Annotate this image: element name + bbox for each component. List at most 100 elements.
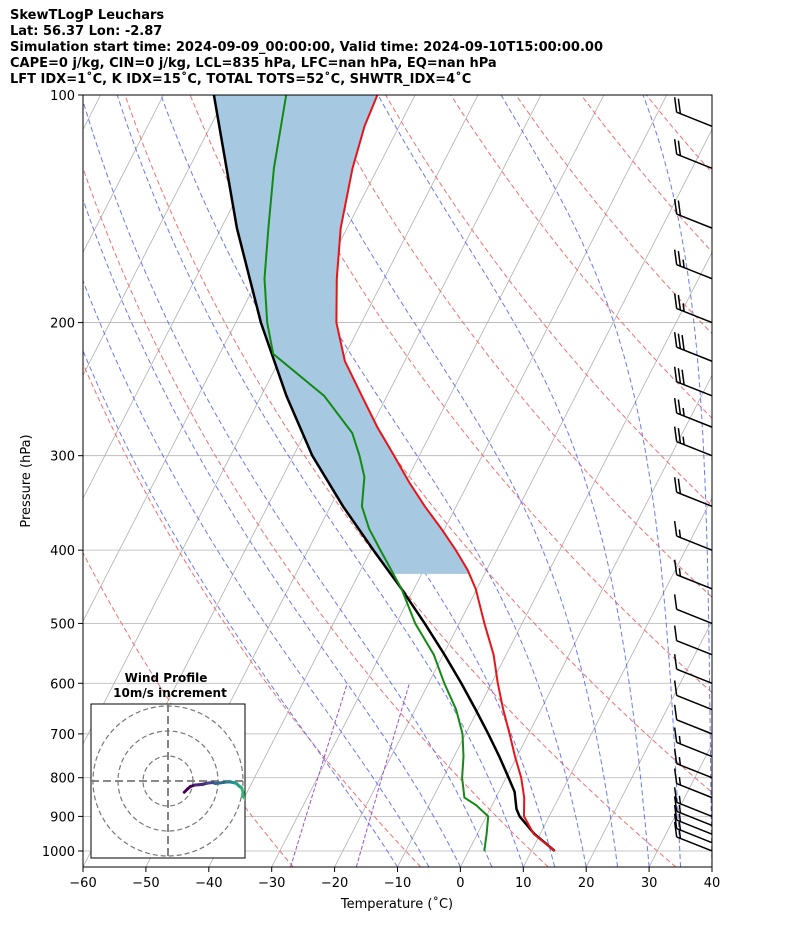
wind-barb: [673, 804, 713, 835]
wind-barb-feather: [677, 98, 682, 114]
wind-barb-feather: [673, 249, 678, 265]
wind-barb-feather: [673, 397, 678, 414]
wind-barb: [673, 332, 713, 362]
x-tick-label: 40: [704, 876, 721, 891]
y-tick-label: 200: [50, 317, 75, 332]
wind-barb-half-feather: [682, 303, 685, 312]
y-tick-label: 700: [50, 728, 75, 743]
dry-adiabat: [515, 95, 712, 335]
y-tick-label: 800: [50, 772, 75, 787]
x-tick-label: −40: [195, 876, 222, 891]
moist-adiabat: [83, 99, 493, 867]
isotherm-line: [585, 620, 712, 867]
wind-barb-shaft: [676, 694, 713, 711]
hodograph-inset: Wind Profile 10m/s increment: [90, 671, 258, 859]
chart-header: SkewTLogP Leuchars Lat: 56.37 Lon: -2.87…: [10, 8, 603, 88]
mixing-ratio-line: [355, 683, 410, 867]
wind-barb-feather: [677, 140, 682, 156]
hodograph-title: Wind Profile: [125, 671, 208, 685]
y-tick-label: 900: [50, 810, 75, 825]
wind-barb-shaft: [676, 782, 713, 799]
parcel-path-line: [212, 95, 556, 852]
y-axis-label: Pressure (hPa): [19, 434, 34, 527]
simulation-time: Simulation start time: 2024-09-09_00:00:…: [10, 40, 603, 55]
isotherm-line: [83, 95, 416, 745]
x-axis-ticks: −60 −50 −40 −30 −20 −10 0 10 20 30 40: [69, 867, 720, 891]
wind-barb-feather: [673, 727, 678, 743]
dry-adiabat: [711, 95, 712, 97]
wind-barb-feather: [677, 333, 682, 349]
isotherm-line: [83, 95, 101, 131]
wind-barb-half-feather: [678, 776, 682, 786]
wind-barb: [673, 748, 713, 779]
wind-barb: [673, 366, 713, 397]
wind-barb-shaft: [676, 346, 713, 362]
moist-adiabat: [642, 95, 712, 867]
wind-barb-shaft: [676, 381, 713, 397]
wind-barb-feather: [673, 594, 678, 610]
x-tick-label: 20: [578, 876, 595, 891]
chart-title: SkewTLogP Leuchars: [10, 8, 165, 23]
moist-adiabat: [500, 95, 681, 867]
wind-barb-half-feather: [678, 830, 682, 839]
wind-barb-feather: [673, 198, 678, 215]
wind-barb: [673, 97, 713, 127]
isotherm-line: [522, 497, 712, 867]
wind-barb: [673, 821, 713, 852]
wind-barb-half-feather: [682, 259, 685, 268]
wind-barb-shaft: [676, 668, 713, 684]
wind-barb-shaft: [676, 762, 713, 779]
wind-barb: [673, 139, 713, 169]
moist-adiabat: [116, 95, 524, 867]
dry-adiabat: [83, 166, 549, 867]
moist-adiabat: [215, 95, 587, 867]
wind-barb: [673, 559, 713, 590]
wind-barb-feather: [673, 704, 678, 720]
x-tick-label: −50: [132, 876, 159, 891]
wind-barb-feather: [677, 428, 682, 444]
dry-adiabat: [580, 95, 712, 253]
wind-barb-shaft: [676, 111, 713, 127]
isotherm-line: [271, 95, 668, 867]
isotherm-line: [775, 95, 794, 867]
dry-adiabat: [450, 95, 712, 419]
wind-barb: [673, 293, 713, 324]
wind-barb-feather: [673, 97, 678, 113]
mixing-ratio-line: [290, 683, 348, 867]
wind-barb-half-feather: [678, 804, 682, 813]
y-tick-label: 1000: [42, 845, 75, 860]
x-tick-label: −10: [384, 876, 411, 891]
wind-barb-half-feather: [682, 436, 685, 445]
stability-indices: LFT IDX=1˚C, K IDX=15˚C, TOTAL TOTS=52˚C…: [10, 72, 472, 87]
hodograph-segment: [252, 802, 258, 806]
wind-barb: [673, 768, 713, 799]
wind-barb: [673, 249, 713, 280]
wind-barb: [673, 477, 713, 508]
wind-barb-feather: [677, 478, 682, 494]
wind-barb-shaft: [676, 412, 713, 428]
wind-barb-shaft: [676, 153, 713, 169]
wind-barb: [673, 198, 713, 229]
wind-barb: [673, 680, 713, 711]
wind-barb: [673, 426, 713, 457]
wind-barb-half-feather: [678, 757, 682, 766]
wind-barb-feather: [677, 368, 682, 384]
moist-adiabat: [83, 279, 430, 867]
wind-barb: [673, 796, 713, 827]
y-tick-label: 600: [50, 677, 75, 692]
wind-barb-shaft: [676, 639, 713, 656]
wind-barb-shaft: [676, 213, 713, 229]
dry-adiabat: [385, 95, 712, 507]
isotherm-line: [83, 95, 290, 500]
wind-barbs: [673, 97, 713, 852]
wind-barb-feather: [681, 335, 685, 351]
wind-barb-shaft: [676, 810, 713, 827]
wind-barb-feather: [673, 332, 678, 348]
x-tick-label: −20: [321, 876, 348, 891]
y-tick-label: 300: [50, 450, 75, 465]
dewpoint-line: [263, 95, 490, 852]
dry-adiabat: [124, 95, 677, 867]
wind-barb-shaft: [676, 574, 713, 590]
wind-barb-feather: [673, 293, 678, 309]
